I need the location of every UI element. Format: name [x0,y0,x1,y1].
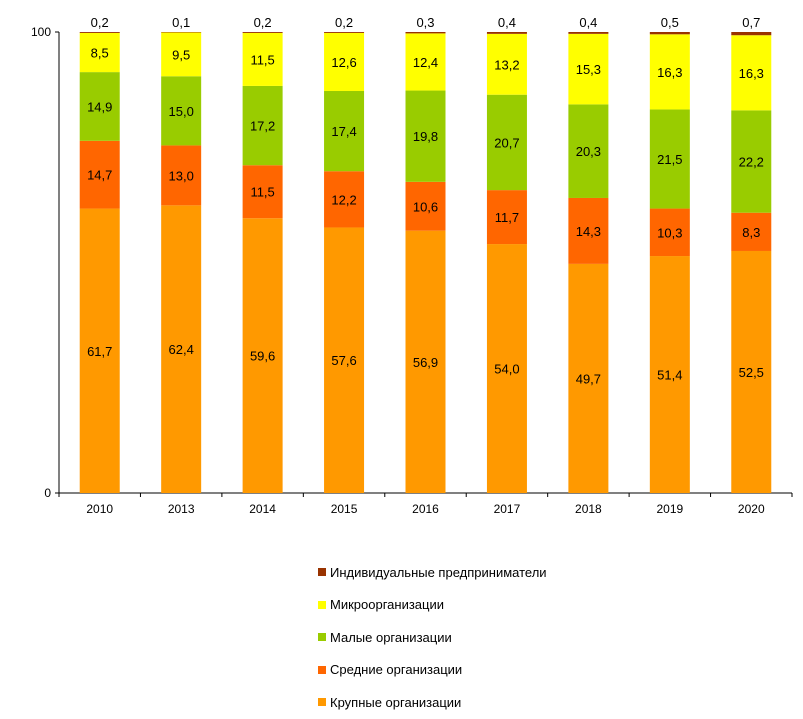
legend-swatch [318,601,326,609]
legend-swatch [318,666,326,674]
data-label: 0,4 [579,15,597,30]
data-label: 17,2 [250,119,275,134]
x-tick-labels: 2010 2013 2014 2015 2016 2017 2018 2019 2020 [86,502,765,516]
data-label: 16,3 [657,65,682,80]
data-label: 61,7 [87,344,112,359]
legend-item-individual-entrepreneurs: Индивидуальные предприниматели [318,556,547,589]
legend-label: Крупные организации [330,695,461,710]
x-tick-label: 2015 [331,502,358,516]
data-label: 0,2 [254,15,272,30]
data-label: 11,5 [250,52,274,67]
data-label: 0,7 [742,15,760,30]
x-tick-label: 2014 [249,502,276,516]
legend-label: Малые организации [330,630,452,645]
data-label: 16,3 [739,66,764,81]
bar-segment [487,32,527,34]
data-label: 15,3 [576,62,601,77]
data-label: 11,5 [250,185,274,200]
data-label: 49,7 [576,371,601,386]
legend-item-small-organizations: Малые организации [318,621,547,654]
legend-item-medium-organizations: Средние организации [318,654,547,687]
data-label: 22,2 [739,155,764,170]
y-tick-labels: 0 100 [31,25,51,500]
data-label: 13,0 [169,168,194,183]
data-label: 14,7 [87,168,112,183]
bar-segment [80,32,120,33]
legend: Индивидуальные предприниматели Микроорга… [318,556,547,719]
data-label: 51,4 [657,368,682,383]
y-tick-label: 0 [44,486,51,500]
x-tick-label: 2010 [86,502,113,516]
data-label: 12,4 [413,55,438,70]
data-label: 0,4 [498,15,516,30]
data-label: 0,3 [416,15,434,30]
data-label: 11,7 [495,210,519,225]
x-tick-label: 2019 [656,502,683,516]
legend-item-micro-organizations: Микроорганизации [318,589,547,622]
data-label: 54,0 [494,362,519,377]
data-label: 57,6 [331,353,356,368]
data-label: 14,3 [576,224,601,239]
data-label: 12,2 [331,192,356,207]
legend-label: Индивидуальные предприниматели [330,565,547,580]
legend-swatch [318,698,326,706]
bars [80,32,772,493]
data-label: 9,5 [172,47,190,62]
data-label: 15,0 [169,104,194,119]
legend-swatch [318,568,326,576]
x-tick-label: 2013 [168,502,195,516]
bar-segment [406,32,446,33]
legend-swatch [318,633,326,641]
legend-label: Микроорганизации [330,597,444,612]
data-label: 0,1 [172,15,190,30]
bar-segment [243,32,283,33]
data-label: 0,2 [335,15,353,30]
x-tick-label: 2020 [738,502,765,516]
data-label: 19,8 [413,129,438,144]
bar-segment [324,32,364,33]
data-label: 20,3 [576,144,601,159]
data-label: 62,4 [169,342,194,357]
x-tick-label: 2017 [494,502,521,516]
data-label: 17,4 [331,124,356,139]
data-label: 13,2 [494,57,519,72]
x-tick-label: 2018 [575,502,602,516]
data-label: 20,7 [494,135,519,150]
bar-segment [568,32,608,34]
x-tick-label: 2016 [412,502,439,516]
bar-segment [650,32,690,34]
y-tick-label: 100 [31,25,51,39]
data-label: 10,6 [413,199,438,214]
data-label: 14,9 [87,99,112,114]
data-label: 12,6 [331,55,356,70]
data-label: 0,2 [91,15,109,30]
legend-item-large-organizations: Крупные организации [318,686,547,719]
data-label: 10,3 [657,225,682,240]
legend-label: Средние организации [330,662,462,677]
data-label: 0,5 [661,15,679,30]
data-label: 21,5 [657,152,682,167]
data-label: 52,5 [739,365,764,380]
data-label: 56,9 [413,355,438,370]
data-label: 8,5 [91,46,109,61]
bar-segment [731,32,771,35]
data-label: 59,6 [250,349,275,364]
data-label: 8,3 [742,225,760,240]
